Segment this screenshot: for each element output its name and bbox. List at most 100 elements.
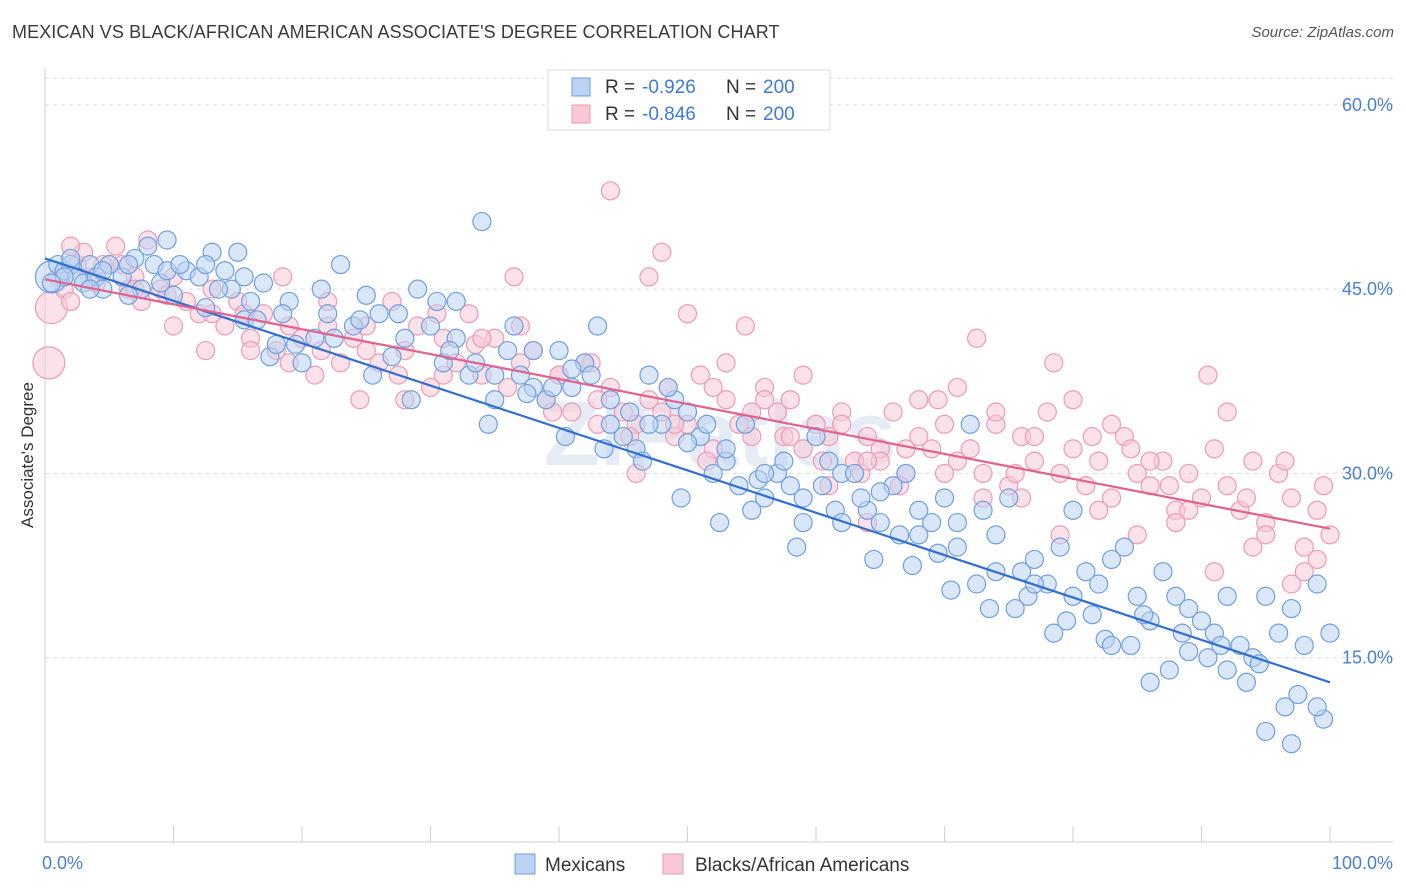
mexicans-point — [639, 365, 659, 385]
blacks-point — [1313, 476, 1334, 496]
blacks-point — [677, 304, 698, 324]
legend-n-value-2: 200 — [763, 104, 795, 125]
mexicans-point — [1236, 672, 1257, 692]
legend-mexicans-label: Mexicans — [545, 855, 625, 876]
blacks-point — [703, 377, 723, 398]
blacks-point — [1024, 426, 1045, 447]
axes — [44, 68, 1393, 843]
blacks-point — [960, 439, 980, 459]
mexicans-point — [742, 500, 762, 520]
stats-legend: R = -0.926 N = 200 R = -0.846 N = 200 — [547, 69, 831, 131]
blacks-point — [1044, 353, 1064, 373]
mexicans-point — [1191, 611, 1212, 631]
mexicans-point — [780, 476, 800, 496]
mexicans-point — [241, 291, 261, 312]
mexicans-point — [138, 236, 158, 256]
mexicans-point — [600, 390, 621, 410]
blacks-point — [1101, 414, 1122, 434]
blacks-point — [1294, 537, 1314, 557]
blacks-point — [1307, 549, 1327, 570]
mexicans-point — [1005, 598, 1025, 619]
x-tick-min: 0.0% — [42, 853, 83, 873]
blacks-point — [163, 316, 184, 336]
blacks-point — [196, 340, 216, 361]
blacks-point — [241, 340, 261, 361]
mexicans-point — [947, 537, 967, 557]
mexicans-point — [408, 279, 428, 299]
blacks-point — [1166, 512, 1186, 533]
mexicans-point — [793, 512, 813, 533]
mexicans-point — [427, 291, 447, 312]
blacks-point — [1243, 537, 1263, 557]
blacks-point — [1024, 451, 1045, 471]
mexicans-point — [170, 254, 190, 275]
blacks-point — [967, 328, 987, 348]
mexicans-point — [774, 451, 794, 471]
blacks-point — [716, 390, 736, 410]
mexicans-point — [382, 347, 402, 367]
blacks-point — [305, 365, 325, 385]
mexicans-point — [986, 525, 1006, 545]
mexicans-point — [1166, 586, 1186, 606]
trend-lines — [44, 257, 1331, 684]
blacks-point — [716, 353, 736, 373]
blacks-point — [1037, 402, 1057, 422]
mexicans-point — [1179, 641, 1199, 662]
blacks-point — [1307, 500, 1327, 520]
mexicans-point — [902, 555, 922, 576]
mexicans-point — [266, 334, 286, 355]
blacks-point — [459, 304, 479, 324]
blacks-point — [947, 377, 967, 398]
blacks-point — [780, 390, 800, 410]
blacks-point — [909, 390, 929, 410]
legend-swatch-pink — [571, 104, 591, 124]
blacks-point — [1236, 488, 1257, 508]
mexicans-point — [1153, 562, 1173, 582]
blacks-point — [883, 402, 903, 422]
blacks-point — [32, 346, 66, 380]
mexicans-point — [973, 500, 993, 520]
blacks-point — [498, 377, 518, 398]
mexicans-point — [440, 340, 460, 361]
mexicans-point — [922, 512, 942, 533]
blacks-point — [350, 390, 370, 410]
legend-r-label-1: R = — [605, 77, 635, 98]
mexicans-point — [369, 304, 389, 324]
mexicans-point — [581, 365, 601, 385]
mexicans-point — [1159, 660, 1179, 680]
legend-n-label-1: N = — [726, 77, 756, 98]
mexicans-point — [41, 273, 62, 293]
mexicans-point — [478, 414, 498, 434]
blacks-point — [1179, 463, 1199, 484]
blacks-point — [472, 328, 492, 348]
y-tick-label: 15.0% — [1342, 648, 1393, 668]
legend-blacks-label: Blacks/African Americans — [695, 855, 909, 876]
mexicans-point — [118, 254, 139, 275]
mexicans-point — [1044, 623, 1064, 643]
blacks-point — [793, 439, 813, 459]
mexicans-point — [735, 414, 755, 434]
blacks-point — [61, 291, 81, 312]
blacks-point — [934, 414, 955, 434]
legend-r-label-2: R = — [605, 104, 635, 125]
mexicans-point — [446, 291, 466, 312]
mexicans-point — [1294, 635, 1314, 656]
mexicans-point — [356, 285, 376, 305]
mexicans-point — [934, 488, 955, 508]
blacks-point — [1281, 574, 1302, 594]
mexicans-point — [542, 377, 563, 398]
blacks-point — [793, 365, 813, 385]
mexicans-point — [498, 340, 518, 361]
mexicans-point — [311, 279, 331, 299]
blacks-point — [1275, 451, 1295, 471]
mexicans-point — [157, 230, 177, 250]
blacks-point — [986, 402, 1006, 422]
blacks-point — [1127, 525, 1147, 545]
mexicans-point — [1230, 635, 1250, 656]
blacks-point — [754, 390, 775, 410]
mexicans-point — [806, 426, 826, 447]
blacks-point — [1256, 525, 1276, 545]
mexicans-point — [1320, 623, 1340, 643]
mexicans-point — [350, 310, 370, 330]
blacks-point — [1063, 390, 1083, 410]
